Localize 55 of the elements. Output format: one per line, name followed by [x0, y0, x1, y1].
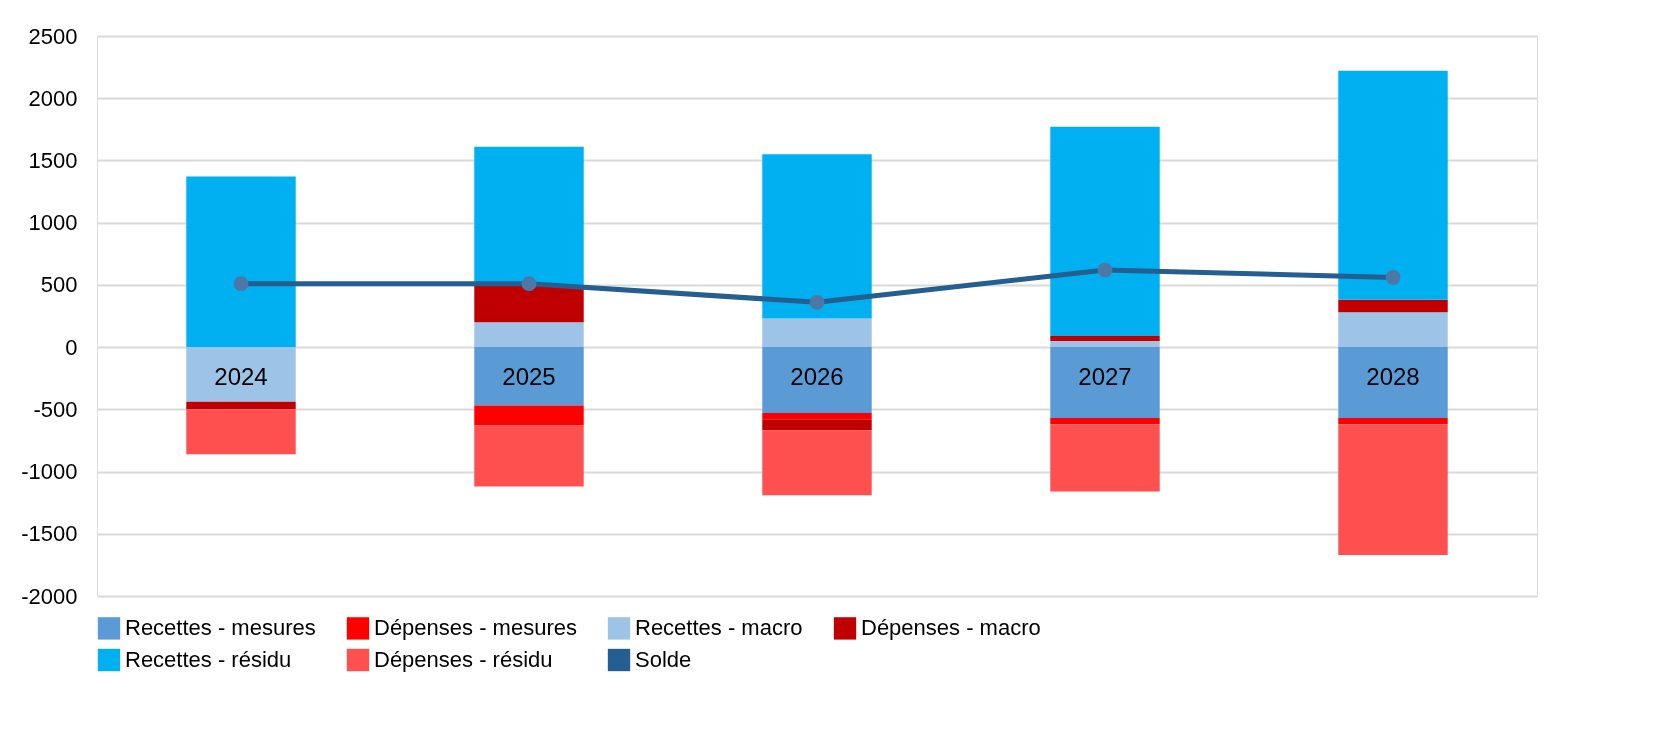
x-tick-label: 2025	[502, 362, 556, 390]
legend-label: Recettes - macro	[635, 615, 803, 641]
y-tick-label: 2500	[28, 23, 78, 49]
bar	[474, 425, 584, 487]
y-tick-label: 0	[65, 334, 78, 360]
bar	[1338, 299, 1448, 313]
point	[809, 294, 825, 310]
bar	[762, 419, 872, 431]
point	[1097, 262, 1113, 278]
bar	[1050, 126, 1160, 336]
bar	[474, 146, 584, 285]
x-tick-label: 2027	[1078, 362, 1132, 390]
bar	[474, 405, 584, 426]
bar	[1050, 418, 1160, 425]
bar	[1338, 312, 1448, 348]
bar	[186, 401, 296, 410]
x-tick-label: 2024	[214, 362, 268, 390]
y-tick-label: -2000	[21, 583, 78, 609]
y-tick-label: 1000	[28, 210, 78, 236]
bar	[186, 409, 296, 455]
bar	[762, 154, 872, 319]
legend-label: Dépenses - macro	[861, 615, 1041, 641]
bar	[474, 347, 584, 406]
bar	[1338, 424, 1448, 555]
bar	[1338, 70, 1448, 300]
bar	[1050, 347, 1160, 419]
bar	[1050, 424, 1160, 492]
bar	[762, 430, 872, 496]
y-tick-label: 1500	[28, 147, 78, 173]
y-tick-label: -1500	[21, 521, 78, 547]
bar	[186, 176, 296, 348]
bar	[762, 413, 872, 420]
bar	[474, 322, 584, 348]
bar	[762, 347, 872, 414]
legend-label: Recettes - mesures	[125, 615, 316, 641]
bar	[186, 347, 296, 402]
bar	[474, 284, 584, 323]
bar	[1050, 335, 1160, 341]
legend-label: Dépenses - mesures	[374, 615, 577, 641]
point	[521, 276, 537, 292]
y-tick-label: -500	[33, 396, 78, 422]
x-tick-label: 2026	[790, 362, 844, 390]
bar	[1338, 418, 1448, 425]
legend-label: Solde	[635, 647, 692, 672]
bar	[1050, 340, 1160, 348]
y-tick-label: 2000	[28, 85, 78, 111]
x-tick-label: 2028	[1366, 362, 1420, 390]
bar	[1338, 347, 1448, 419]
legend-label: Dépenses - résidu	[374, 647, 553, 672]
point	[1385, 270, 1401, 285]
bar	[762, 318, 872, 348]
y-tick-label: 500	[40, 272, 78, 298]
y-tick-label: -1000	[21, 459, 78, 485]
legend-label: Recettes - résidu	[125, 647, 292, 672]
point	[233, 276, 249, 292]
